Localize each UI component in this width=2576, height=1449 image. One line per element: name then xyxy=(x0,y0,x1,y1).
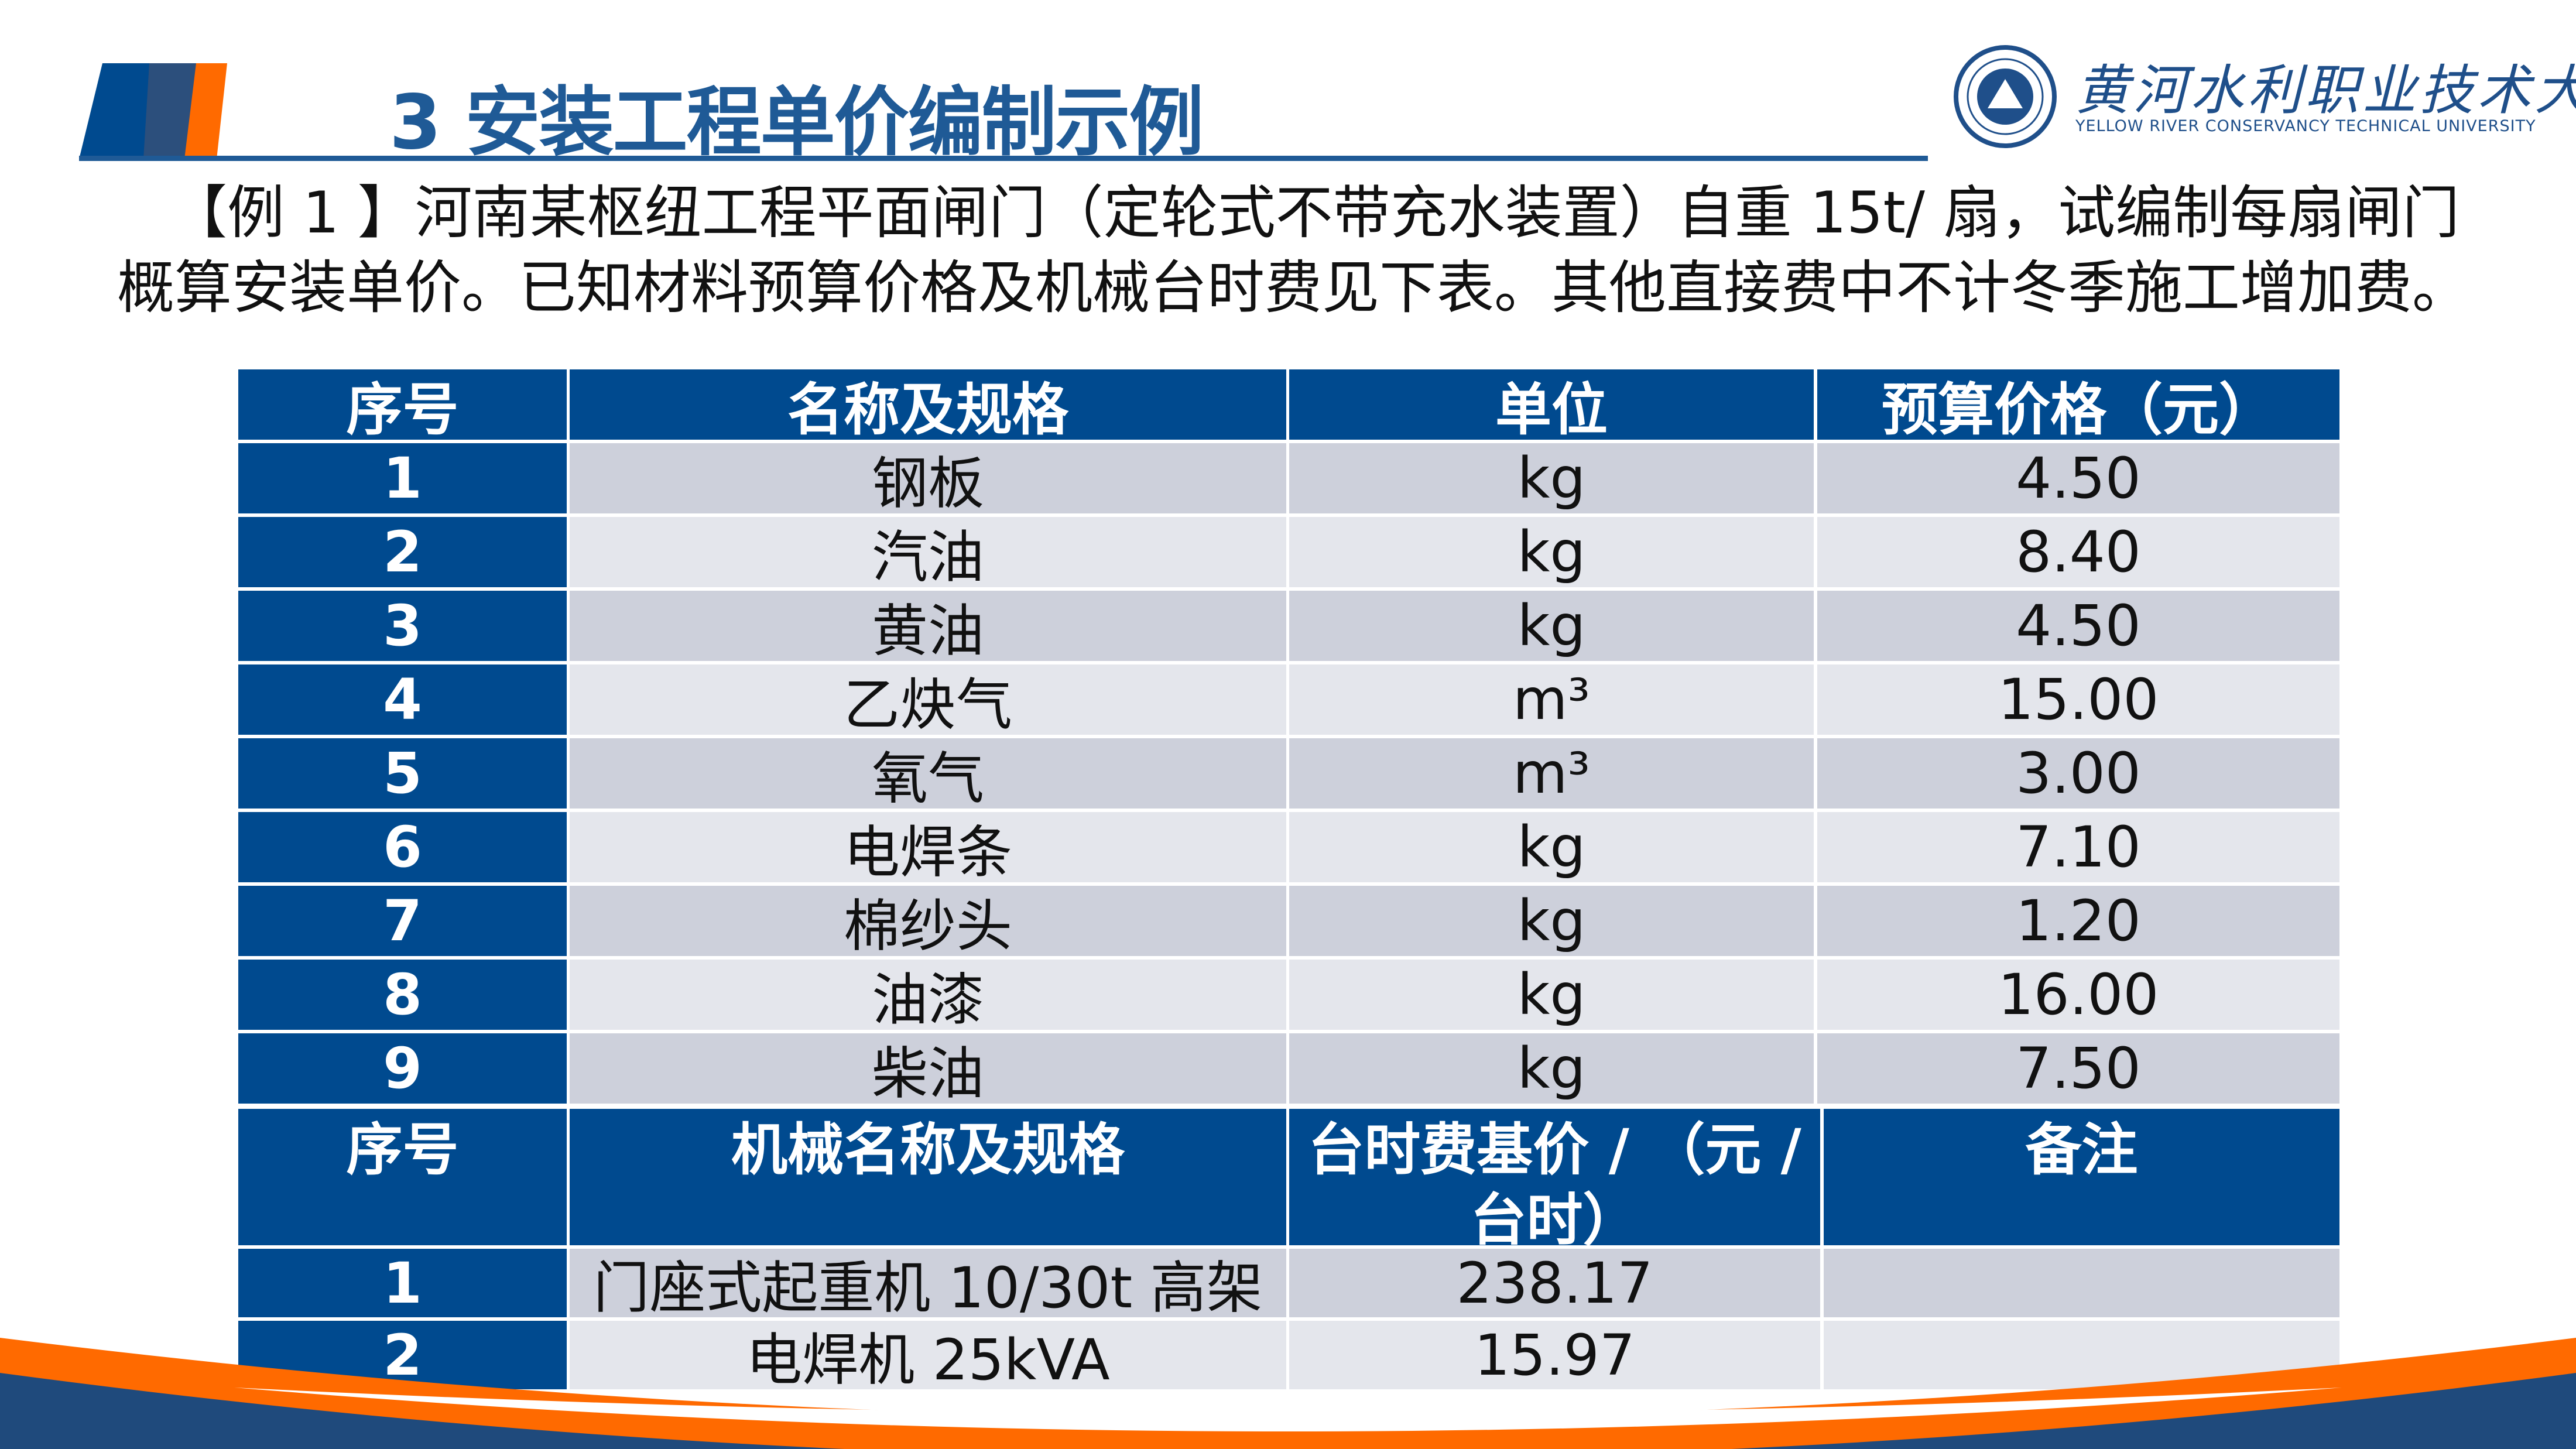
machinery-row-hourly-rate: 238.17 xyxy=(1289,1249,1820,1317)
materials-row-unit: kg xyxy=(1289,812,1814,882)
page-title: 3 安装工程单价编制示例 xyxy=(389,79,1204,166)
materials-row-seq: 4 xyxy=(238,664,567,735)
materials-header-price: 预算价格（元） xyxy=(1817,369,2339,440)
materials-row-name: 电焊条 xyxy=(570,812,1286,882)
machinery-row-seq: 1 xyxy=(238,1249,567,1317)
materials-row-name: 柴油 xyxy=(570,1033,1286,1104)
materials-row-name: 汽油 xyxy=(570,517,1286,587)
machinery-header-seq: 序号 xyxy=(238,1109,567,1245)
university-seal-logo xyxy=(1954,45,2057,148)
materials-row-unit: kg xyxy=(1289,517,1814,587)
machinery-header-machine-name: 机械名称及规格 xyxy=(570,1109,1286,1245)
materials-row-price: 4.50 xyxy=(1817,591,2339,661)
materials-row-unit: kg xyxy=(1289,1033,1814,1104)
machinery-header-remarks: 备注 xyxy=(1824,1109,2339,1245)
problem-line-1: 【例 1 】河南某枢纽工程平面闸门（定轮式不带充水装置）自重 15t/ 扇，试编… xyxy=(170,180,2460,246)
materials-row-name: 黄油 xyxy=(570,591,1286,661)
materials-row-seq: 3 xyxy=(238,591,567,661)
materials-row-seq: 7 xyxy=(238,886,567,956)
materials-row-unit: m³ xyxy=(1289,738,1814,809)
materials-header-name: 名称及规格 xyxy=(570,369,1286,440)
materials-row-unit: m³ xyxy=(1289,664,1814,735)
footer-decoration xyxy=(0,1338,2576,1449)
materials-row-seq: 1 xyxy=(238,443,567,513)
materials-row-name: 油漆 xyxy=(570,960,1286,1030)
university-name-en: YELLOW RIVER CONSERVANCY TECHNICAL UNIVE… xyxy=(2075,117,2536,135)
machinery-row-remarks xyxy=(1824,1249,2339,1317)
materials-row-seq: 6 xyxy=(238,812,567,882)
materials-row-seq: 5 xyxy=(238,738,567,809)
university-name-cn: 黄河水利职业技术大学 xyxy=(2075,59,2576,122)
materials-row-name: 钢板 xyxy=(570,443,1286,513)
problem-statement: 【例 1 】河南某枢纽工程平面闸门（定轮式不带充水装置）自重 15t/ 扇，试编… xyxy=(117,176,2517,326)
materials-row-price: 3.00 xyxy=(1817,738,2339,809)
materials-row-unit: kg xyxy=(1289,960,1814,1030)
materials-row-unit: kg xyxy=(1289,443,1814,513)
machinery-header-hourly-rate: 台时费基价 / （元 / 台时） xyxy=(1289,1109,1820,1245)
materials-row-price: 15.00 xyxy=(1817,664,2339,735)
materials-row-unit: kg xyxy=(1289,591,1814,661)
materials-header-unit: 单位 xyxy=(1289,369,1814,440)
header-decoration xyxy=(79,63,1928,161)
materials-row-unit: kg xyxy=(1289,886,1814,956)
materials-row-seq: 8 xyxy=(238,960,567,1030)
materials-row-seq: 2 xyxy=(238,517,567,587)
materials-row-price: 7.50 xyxy=(1817,1033,2339,1104)
materials-header-seq: 序号 xyxy=(238,369,567,440)
materials-row-price: 1.20 xyxy=(1817,886,2339,956)
machinery-row-hourly-rate: 15.97 xyxy=(1289,1321,1820,1389)
materials-row-seq: 9 xyxy=(238,1033,567,1104)
materials-row-price: 4.50 xyxy=(1817,443,2339,513)
machinery-row-machine-name: 门座式起重机 10/30t 高架 xyxy=(570,1249,1286,1317)
materials-row-price: 7.10 xyxy=(1817,812,2339,882)
problem-line-2: 概算安装单价。已知材料预算价格及机械台时费见下表。其他直接费中不计冬季施工增加费… xyxy=(117,255,2470,321)
materials-row-name: 氧气 xyxy=(570,738,1286,809)
materials-row-price: 8.40 xyxy=(1817,517,2339,587)
machinery-row-machine-name: 电焊机 25kVA xyxy=(570,1321,1286,1389)
materials-row-price: 16.00 xyxy=(1817,960,2339,1030)
materials-row-name: 乙炔气 xyxy=(570,664,1286,735)
materials-row-name: 棉纱头 xyxy=(570,886,1286,956)
